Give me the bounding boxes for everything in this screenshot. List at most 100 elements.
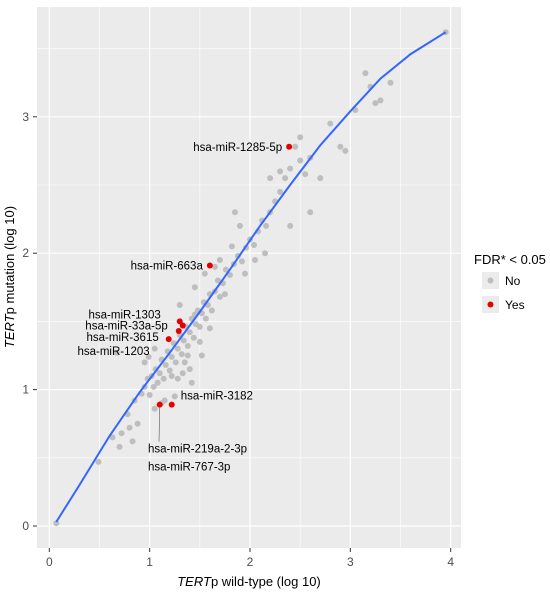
data-point-no (302, 171, 309, 178)
x-tick-label: 3 (347, 555, 354, 569)
data-point-no (145, 353, 152, 360)
points-yes (156, 143, 293, 408)
data-point-no (176, 302, 183, 309)
data-point-no (168, 353, 175, 360)
data-point-no (307, 209, 314, 216)
data-point-yes (168, 401, 175, 408)
annotation-label: hsa-miR-3182 (181, 391, 253, 403)
data-point-no (95, 458, 102, 465)
data-point-no (181, 359, 188, 366)
annotation-lines (158, 407, 160, 442)
data-point-no (172, 359, 179, 366)
y-tick-label: 3 (22, 110, 29, 124)
data-point-no (116, 443, 123, 450)
y-tick-label: 2 (22, 246, 29, 260)
legend-title: FDR* < 0.05 (474, 252, 546, 267)
data-point-no (184, 342, 191, 349)
data-point-yes (286, 143, 293, 150)
plot-panel (37, 7, 461, 548)
annotation-label: hsa-miR-219a-2-3p (148, 444, 247, 456)
data-point-no (184, 352, 191, 359)
x-tick-label: 1 (146, 555, 153, 569)
data-point-no (113, 349, 120, 356)
data-point-no (214, 277, 221, 284)
data-point-no (221, 291, 228, 298)
data-point-no (277, 168, 284, 175)
legend-dot-no (487, 277, 494, 284)
data-point-no (297, 157, 304, 164)
legend: FDR* < 0.05 No Yes (474, 252, 546, 313)
data-point-no (372, 100, 379, 107)
data-point-no (186, 366, 193, 373)
data-point-yes (206, 262, 213, 269)
annotation-label: hsa-miR-1303 (89, 309, 161, 321)
data-point-no (171, 393, 178, 400)
x-tick-label: 4 (447, 555, 454, 569)
data-point-no (126, 424, 133, 431)
data-point-no (179, 370, 186, 377)
data-point-no (292, 143, 299, 150)
data-point-no (156, 370, 163, 377)
annotation-label: hsa-miR-1285-5p (193, 142, 282, 154)
annotation-leader-line (158, 407, 160, 442)
data-point-no (216, 293, 223, 300)
data-point-yes (175, 327, 182, 334)
data-point-no (141, 359, 148, 366)
data-point-no (180, 337, 187, 344)
data-point-no (287, 222, 294, 229)
data-point-no (109, 434, 116, 441)
annotation-label: hsa-miR-33a-5p (85, 320, 167, 332)
legend-label-no: No (505, 274, 521, 288)
data-point-no (327, 120, 334, 127)
x-tick-label: 0 (46, 555, 53, 569)
annotation-label: hsa-miR-767-3p (148, 462, 230, 474)
legend-dot-yes (487, 301, 494, 308)
data-point-no (337, 143, 344, 150)
annotation-label: hsa-miR-1203 (77, 346, 149, 358)
data-point-yes (165, 336, 172, 343)
data-point-no (202, 315, 209, 322)
y-axis-ticks: 0 1 2 3 (22, 110, 37, 533)
points-no (53, 29, 449, 527)
data-point-no (226, 272, 233, 279)
data-point-no (151, 405, 158, 412)
grid-major (37, 7, 461, 548)
y-tick-label: 1 (22, 383, 29, 397)
data-point-no (277, 188, 284, 195)
data-point-no (342, 147, 349, 154)
data-point-no (222, 266, 229, 273)
data-point-no (129, 438, 136, 445)
data-point-no (262, 250, 269, 257)
data-point-no (287, 165, 294, 172)
data-point-no (216, 257, 223, 264)
data-point-no (174, 375, 181, 382)
x-axis-title: TERTp wild-type (log 10) (177, 574, 321, 589)
data-point-no (377, 97, 384, 104)
data-point-no (191, 284, 198, 291)
data-point-no (166, 367, 173, 374)
data-point-no (162, 362, 169, 369)
data-point-no (178, 351, 185, 358)
data-point-no (174, 345, 181, 352)
data-point-no (168, 372, 175, 379)
x-tick-label: 2 (247, 555, 254, 569)
y-tick-label: 0 (22, 519, 29, 533)
data-point-no (198, 352, 205, 359)
annotation-labels: hsa-miR-1285-5phsa-miR-663ahsa-miR-1303h… (77, 142, 282, 474)
data-point-no (188, 379, 195, 386)
data-point-no (196, 338, 203, 345)
data-point-no (208, 307, 215, 314)
data-point-no (154, 379, 161, 386)
data-point-no (231, 209, 238, 216)
data-point-no (186, 329, 193, 336)
data-point-no (134, 420, 141, 427)
data-point-no (317, 175, 324, 182)
data-point-no (151, 345, 158, 352)
data-point-no (150, 383, 157, 390)
data-point-no (241, 270, 248, 277)
data-point-no (267, 175, 274, 182)
data-point-no (251, 242, 258, 249)
legend-label-yes: Yes (505, 298, 525, 312)
data-point-yes (176, 318, 183, 325)
